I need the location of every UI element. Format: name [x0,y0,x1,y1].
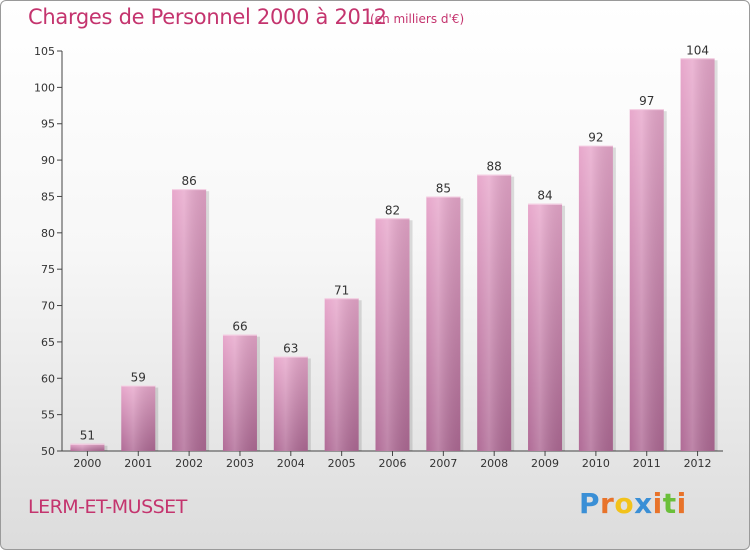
y-tick-label: 85 [41,190,55,203]
bar-value-label: 59 [131,371,146,385]
y-tick-label: 70 [41,300,55,313]
bar-highlight [324,298,359,451]
bar-value-label: 71 [334,283,349,297]
x-tick-label: 2000 [73,457,101,470]
logo-letter: t [662,487,677,520]
x-tick-label: 2004 [277,457,305,470]
bar-value-label: 82 [385,203,400,217]
bar-value-label: 104 [686,43,709,57]
x-tick-label: 2002 [175,457,203,470]
y-tick-label: 95 [41,118,55,131]
bar-highlight [70,443,105,451]
chart-subtitle: (en milliers d'€) [370,12,465,26]
x-tick-label: 2012 [684,457,712,470]
bar-highlight [426,196,461,451]
logo-letter: i [676,487,687,520]
bar-value-label: 92 [588,131,603,145]
y-tick-label: 80 [41,227,55,240]
axes: 50 55 60 65 70 75 80 85 90 95 100 105 2000 2001 2002 20… [34,45,723,470]
bar-value-label: 88 [487,160,502,174]
logo-letter: P [579,487,601,520]
bar-value-label: 63 [283,341,298,355]
x-tick-label: 2011 [633,457,661,470]
bar-highlight [375,218,410,451]
bar-value-label: 84 [537,189,552,203]
bar-highlight [528,203,563,451]
bar-highlight [121,385,156,451]
bar-highlight [680,58,715,451]
x-tick-label: 2008 [480,457,508,470]
bar-highlight [578,145,613,451]
y-tick-label: 50 [41,445,55,458]
x-tick-label: 2001 [124,457,152,470]
y-tick-label: 65 [41,336,55,349]
bar-value-label: 51 [80,429,95,443]
bar-value-label: 66 [232,320,247,334]
commune-name: LERM-ET-MUSSET [28,496,187,518]
y-tick-label: 105 [34,45,55,58]
bar-value-label: 97 [639,94,654,108]
y-tick-label: 100 [34,81,55,94]
logo-letter: o [614,487,635,520]
logo-letter: r [600,487,615,520]
logo-letter: x [634,487,653,520]
proxiti-logo[interactable]: Proxiti [579,487,687,520]
y-tick-label: 60 [41,372,55,385]
bar-highlight [172,189,207,451]
y-tick-label: 90 [41,154,55,167]
x-tick-label: 2007 [429,457,457,470]
y-tick-label: 55 [41,409,55,422]
logo-letter: i [652,487,663,520]
bar-value-label: 86 [181,174,196,188]
bars: 51 59 86 66 63 71 82 85 88 84 92 97 104 [70,43,718,452]
x-tick-label: 2009 [531,457,559,470]
x-tick-label: 2005 [328,457,356,470]
x-tick-label: 2010 [582,457,610,470]
x-tick-label: 2003 [226,457,254,470]
chart-title: Charges de Personnel 2000 à 2012 [28,5,387,29]
y-tick-label: 75 [41,263,55,276]
bar-highlight [273,356,308,451]
bar-highlight [222,334,257,451]
bar-highlight [477,174,512,452]
bar-highlight [629,109,664,451]
bar-value-label: 85 [436,181,451,195]
x-tick-label: 2006 [379,457,407,470]
